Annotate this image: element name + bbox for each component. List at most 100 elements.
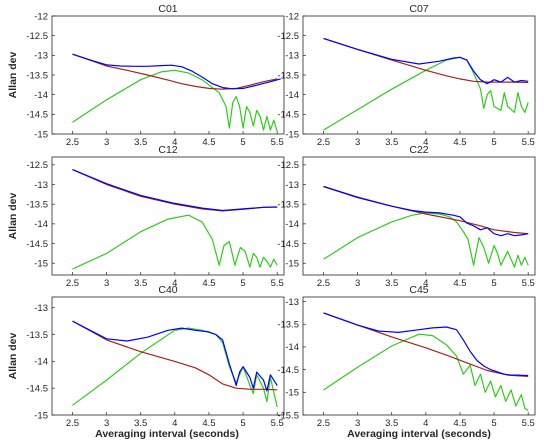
x-tick-label: 5 [240,137,245,148]
y-tick-label: -13 [34,180,48,191]
series-group [323,185,529,268]
y-tick-label: -12 [34,11,48,22]
x-tick-label: 3 [104,418,109,429]
x-tick-label: 4.5 [453,278,466,289]
panel-c01: C01 -12 -12.5 -13 -13.5 -14 -14.5 -15 2.5 3 3.5 4 4.… [7,3,285,148]
y-tick-label: -13.5 [277,200,299,211]
series-group [323,312,529,411]
series-blue-line [72,169,278,212]
y-tick-label: -13 [285,297,299,308]
x-tick-label: 3.5 [134,418,147,429]
y-tick-label: -14.5 [277,239,299,250]
panel-c22: C22 -12.5 -13 -13.5 -14 -14.5 -15 2.5 3 3.5 4 4.5 5 5… [277,144,536,289]
x-axis-label-right: Averaging interval (seconds) [347,428,491,440]
y-tick-label: -13.5 [277,320,299,331]
x-tick-label: 3 [355,418,360,429]
x-tick-label: 4.5 [453,137,466,148]
panel-title: C01 [158,3,177,15]
series-green-line [323,56,529,131]
y-tick-label: -12.5 [277,31,299,42]
y-tick-label: -14 [34,357,48,368]
series-blue-line [72,53,281,90]
x-tick-label: 4.5 [202,137,215,148]
x-tick-label: 5 [491,418,496,429]
y-tick-label: -13 [285,180,299,191]
panel-title: C07 [409,3,428,15]
panel-c07: C07 -12 -12.5 -13 -13.5 -14 -14.5 -15 2.5 3 3.5 4 4.… [277,3,536,148]
y-tick-label: -15 [34,129,48,140]
series-blue-line [323,312,529,377]
plot-frame [302,296,536,416]
y-axis-label: Allan dev [7,333,19,380]
x-tick-label: 2.5 [66,137,79,148]
x-tick-label: 5.5 [271,418,284,429]
x-tick-label: 5.5 [522,418,535,429]
y-tick-label: -13.5 [26,70,48,81]
y-tick-label: -13.5 [26,200,48,211]
series-blue-line [323,185,529,237]
panel-title: C22 [409,144,428,156]
y-tick-label: -14.5 [26,110,48,121]
x-tick-label: 5 [491,137,496,148]
x-tick-label: 4.5 [202,418,215,429]
panel-c45: C45 -13 -13.5 -14 -14.5 -15 -15.5 2.5 3 3.5 4 4.5 5 5… [277,284,536,429]
plot-frame [51,296,285,416]
panel-title: C40 [158,284,177,296]
y-tick-label: -14 [34,219,48,230]
x-tick-label: 3.5 [385,418,398,429]
y-tick-label: -13 [34,51,48,62]
y-tick-label: -14 [285,342,299,353]
y-tick-label: -14.5 [277,110,299,121]
series-group [72,169,278,270]
series-green-line [72,214,278,270]
x-tick-label: 4 [423,278,428,289]
x-tick-label: 4 [423,137,428,148]
y-tick-label: -12.5 [277,160,299,171]
series-green-line [323,333,529,411]
x-tick-label: 2.5 [317,137,330,148]
panel-c12: C12 -12.5 -13 -13.5 -14 -14.5 -15 2.5 3 3.5 4 4.5 5 5… [7,144,285,289]
plot-frame [302,156,536,276]
panels-layer: C01 -12 -12.5 -13 -13.5 -14 -14.5 -15 2.5 3 3.5 4 4.… [7,3,536,429]
panel-title: C12 [158,144,177,156]
y-tick-label: -13.5 [277,70,299,81]
plot-frame [51,156,285,276]
x-tick-label: 2.5 [317,418,330,429]
panel-c40: C40 -13 -13.5 -14 -14.5 -15 2.5 3 3.5 4 4.5 5 5.5 All… [7,284,285,429]
x-tick-label: 4.5 [202,278,215,289]
y-tick-label: -12.5 [26,31,48,42]
x-tick-label: 3.5 [385,137,398,148]
y-tick-label: -13 [285,51,299,62]
x-tick-label: 4 [172,278,177,289]
series-group [72,53,281,133]
y-tick-label: -15 [285,388,299,399]
x-tick-label: 3.5 [134,278,147,289]
x-tick-label: 4 [423,418,428,429]
x-axis-label-left: Averaging interval (seconds) [95,428,239,440]
x-tick-label: 3 [104,137,109,148]
y-tick-label: -15 [285,259,299,270]
x-tick-label: 2.5 [66,278,79,289]
series-green-line [72,69,278,133]
y-tick-label: -14 [285,90,299,101]
x-tick-label: 4.5 [453,418,466,429]
y-tick-label: -13 [34,303,48,314]
x-tick-label: 5.5 [271,278,284,289]
series-green-line [72,327,278,408]
series-group [323,37,529,131]
x-tick-label: 5.5 [522,137,535,148]
x-tick-label: 5 [240,278,245,289]
plot-frame [51,15,285,135]
x-tick-label: 3 [355,137,360,148]
x-tick-label: 2.5 [66,418,79,429]
y-tick-label: -15.5 [277,410,299,421]
series-blue-line [72,320,278,392]
x-tick-label: 5.5 [271,137,284,148]
x-tick-label: 2.5 [317,278,330,289]
y-axis-label: Allan dev [7,52,19,99]
y-tick-label: -14.5 [26,239,48,250]
y-tick-label: -13.5 [26,330,48,341]
series-red-line [72,320,278,391]
x-tick-label: 3 [104,278,109,289]
